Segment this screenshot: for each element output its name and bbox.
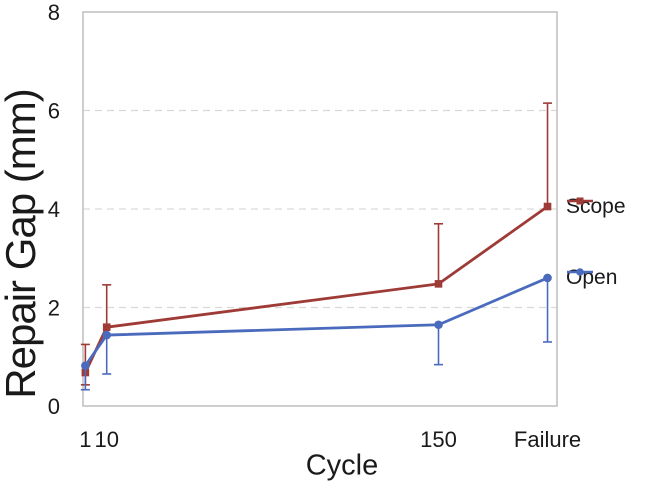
marker-square-scope	[102, 323, 111, 331]
marker-circle-open	[543, 273, 552, 283]
x-tick-label: 150	[420, 427, 457, 452]
marker-circle-open	[434, 320, 443, 330]
legend-item-scope: Scope	[566, 194, 626, 220]
y-tick-label: 8	[48, 0, 60, 25]
legend-marker-scope	[576, 197, 584, 205]
y-tick-label: 4	[48, 197, 60, 222]
plot-border	[82, 11, 558, 407]
series-line-open	[84, 276, 549, 367]
legend-key-scope	[567, 197, 593, 205]
y-axis-title: Repair Gap (mm)	[0, 89, 44, 399]
marker-square-scope	[434, 280, 443, 288]
y-tick-label: 0	[48, 394, 60, 419]
legend-key-open	[567, 268, 593, 276]
marker-circle-open	[102, 330, 111, 340]
y-tick-label: 2	[48, 296, 60, 321]
x-tick-label: 10	[94, 427, 118, 452]
x-tick-label: Failure	[514, 427, 581, 452]
marker-circle-open	[81, 361, 90, 370]
x-tick-label: 1	[79, 427, 91, 452]
legend-item-open: Open	[566, 265, 617, 291]
x-axis-title: Cycle	[305, 449, 379, 482]
y-tick-label: 6	[48, 99, 60, 124]
series-line-scope	[84, 205, 549, 374]
marker-square-scope	[543, 202, 552, 211]
legend-marker-open	[576, 268, 584, 276]
